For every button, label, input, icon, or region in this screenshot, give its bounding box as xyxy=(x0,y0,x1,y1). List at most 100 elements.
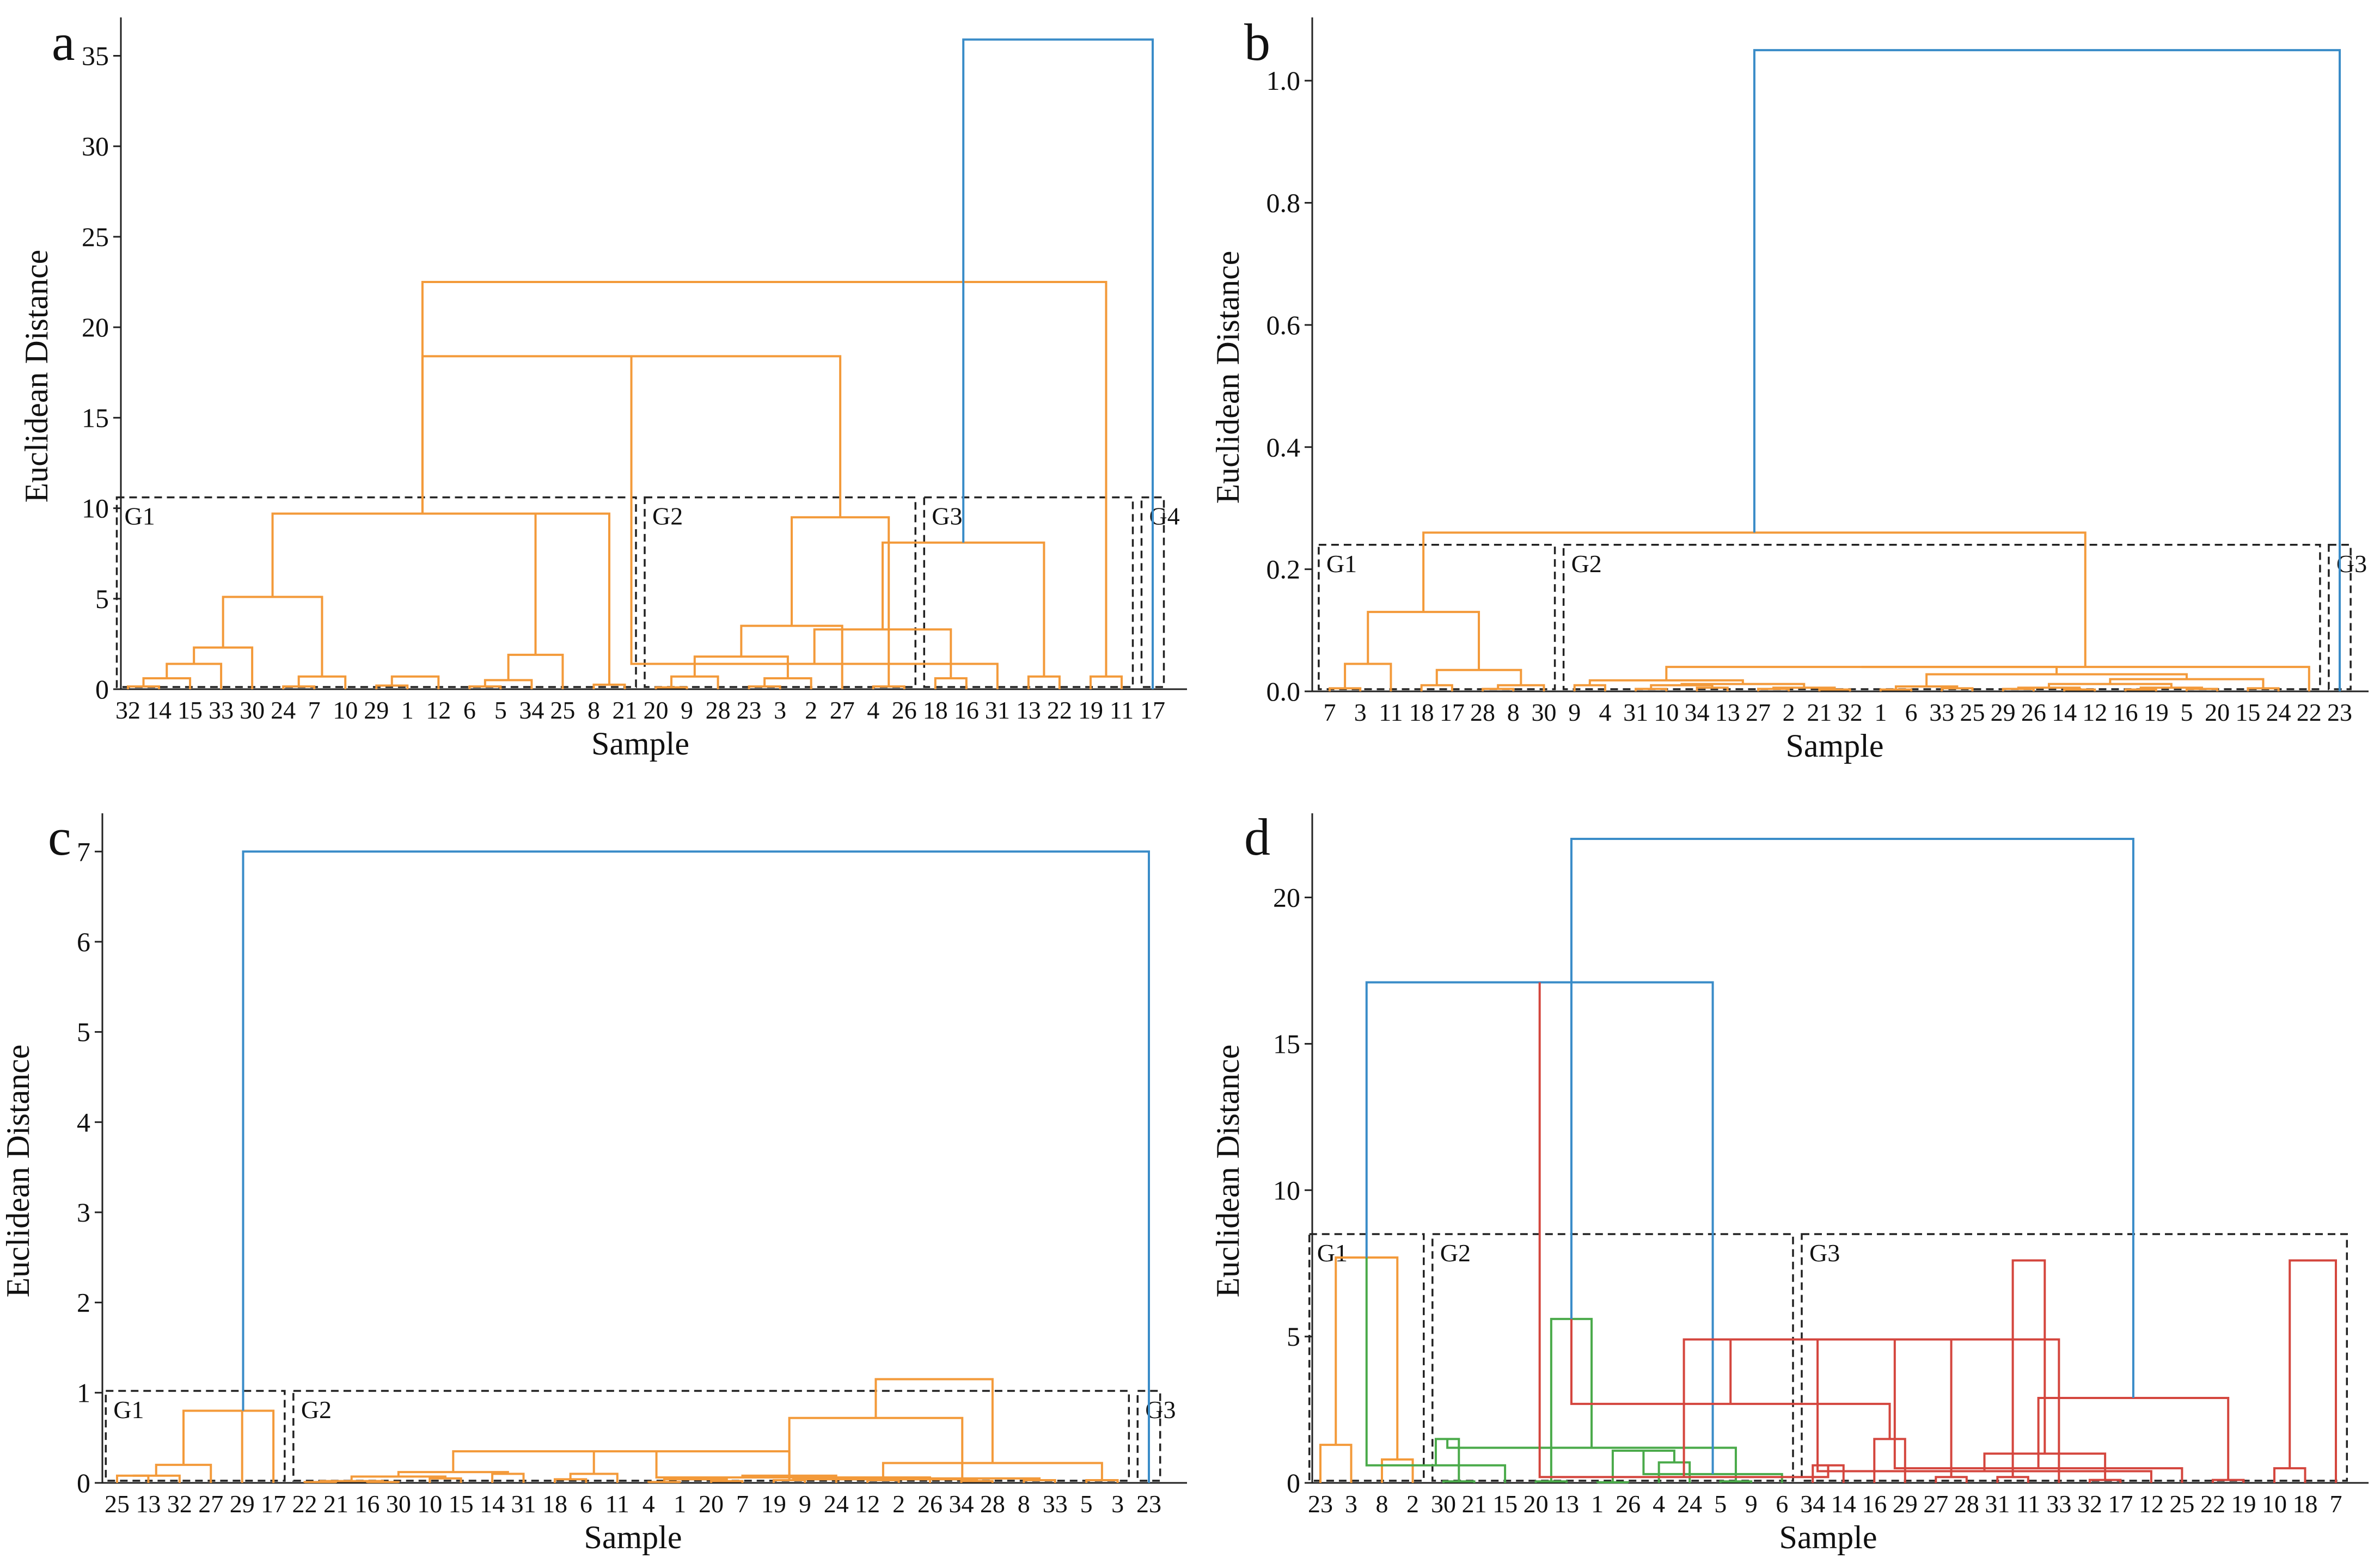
dendrogram-link xyxy=(630,356,999,689)
leaf-label: 5 xyxy=(2180,698,2193,726)
leaf-label: 23 xyxy=(737,696,762,724)
y-tick-label: 5 xyxy=(1287,1321,1300,1352)
dendrogram-link xyxy=(1023,1479,1056,1483)
leaf-label: 17 xyxy=(1440,698,1465,726)
leaf-label: 8 xyxy=(588,696,600,724)
dendrogram-link xyxy=(670,675,719,689)
dendrogram-link xyxy=(1027,675,1061,689)
x-axis-title: Sample xyxy=(1786,728,1884,764)
group-label: G2 xyxy=(301,1396,332,1424)
y-tick-label: 20 xyxy=(82,312,109,342)
dendrogram-link xyxy=(1753,49,2341,691)
dendrogram-link xyxy=(116,1474,150,1483)
group-label: G3 xyxy=(1809,1239,1840,1267)
dendrogram-link xyxy=(1319,1444,1353,1483)
dendrogram-link xyxy=(874,1378,994,1463)
y-axis-title: Euclidean Distance xyxy=(1210,1045,1246,1298)
leaf-label: 16 xyxy=(354,1490,380,1518)
leaf-label: 4 xyxy=(643,1490,655,1518)
leaf-label: 13 xyxy=(1554,1490,1579,1518)
y-axis-title: Euclidean Distance xyxy=(1210,251,1246,504)
dendrogram-link xyxy=(1925,673,2188,687)
leaf-label: 23 xyxy=(2327,698,2352,726)
dendrogram-link xyxy=(1570,1318,1891,1439)
leaf-label: 23 xyxy=(1308,1490,1333,1518)
leaf-label: 11 xyxy=(1379,698,1403,726)
dendrogram-link xyxy=(813,628,952,679)
leaf-label: 15 xyxy=(2235,698,2260,726)
leaf-label: 31 xyxy=(985,696,1010,724)
leaf-label: 7 xyxy=(736,1490,749,1518)
dendrogram-link xyxy=(1085,1479,1119,1483)
leaf-label: 5 xyxy=(1080,1490,1093,1518)
leaf-label: 31 xyxy=(1623,698,1648,726)
leaf-label: 2 xyxy=(1406,1490,1419,1518)
leaf-label: 22 xyxy=(1047,696,1072,724)
dendrogram-link xyxy=(1680,683,1806,688)
dendrogram-link xyxy=(1642,1450,1783,1483)
dendrogram-link xyxy=(1983,1452,2107,1480)
leaf-label: 28 xyxy=(980,1490,1005,1518)
leaf-label: 25 xyxy=(105,1490,130,1518)
leaf-label: 6 xyxy=(1905,698,1918,726)
y-tick-label: 2 xyxy=(77,1287,90,1318)
leaf-label: 22 xyxy=(2297,698,2322,726)
leaf-label: 14 xyxy=(2052,698,2077,726)
group-label: G2 xyxy=(652,502,683,530)
dendrogram-link xyxy=(647,1481,681,1483)
leaf-label: 6 xyxy=(463,696,476,724)
leaf-label: 20 xyxy=(699,1490,724,1518)
leaf-label: 32 xyxy=(115,696,140,724)
leaf-label: 34 xyxy=(519,696,544,724)
leaf-label: 4 xyxy=(1653,1490,1665,1518)
leaf-label: 13 xyxy=(136,1490,161,1518)
dendrogram-link xyxy=(592,683,626,689)
group-box xyxy=(1431,1233,1794,1482)
dendrogram-link xyxy=(884,1477,1041,1481)
leaf-label: 2 xyxy=(1783,698,1795,726)
dendrogram-link xyxy=(1596,1481,1630,1483)
leaf-label: 21 xyxy=(1807,698,1832,726)
leaf-label: 9 xyxy=(799,1490,811,1518)
leaf-label: 33 xyxy=(1043,1490,1068,1518)
leaf-label: 26 xyxy=(1616,1490,1641,1518)
group-box xyxy=(1136,1390,1161,1482)
y-tick-label: 3 xyxy=(77,1197,90,1228)
dendrogram-link xyxy=(1665,666,2058,680)
leaf-label: 13 xyxy=(1715,698,1740,726)
panel-letter: a xyxy=(52,13,75,71)
group-label: G1 xyxy=(113,1396,144,1424)
y-tick-label: 30 xyxy=(82,131,109,162)
leaf-label: 15 xyxy=(1492,1490,1518,1518)
leaf-label: 28 xyxy=(1954,1490,1979,1518)
y-tick-label: 25 xyxy=(82,222,109,252)
dendrogram-link xyxy=(2047,683,2173,688)
y-tick-label: 35 xyxy=(82,40,109,71)
leaf-label: 15 xyxy=(449,1490,474,1518)
leaf-label: 29 xyxy=(1893,1490,1918,1518)
dendrogram-link xyxy=(1588,679,1744,685)
leaf-label: 11 xyxy=(1110,696,1134,724)
dendrogram-link xyxy=(1861,666,2310,691)
dendrogram-link xyxy=(271,512,573,597)
leaf-label: 22 xyxy=(292,1490,317,1518)
dendrogram-link xyxy=(962,38,1154,689)
leaf-label: 19 xyxy=(761,1490,786,1518)
leaf-label: 34 xyxy=(1685,698,1710,726)
leaf-label: 6 xyxy=(1776,1490,1788,1518)
dendrogram-link xyxy=(1344,663,1392,691)
group-label: G2 xyxy=(1440,1239,1471,1267)
leaf-label: 22 xyxy=(2200,1490,2225,1518)
leaf-label: 21 xyxy=(612,696,637,724)
leaf-label: 23 xyxy=(1136,1490,1161,1518)
dendrogram-link xyxy=(1935,1476,1968,1483)
leaf-label: 10 xyxy=(333,696,358,724)
dendrogram-link xyxy=(421,281,1108,677)
leaf-label: 12 xyxy=(855,1490,880,1518)
y-tick-label: 0.0 xyxy=(1267,676,1301,707)
leaf-label: 7 xyxy=(308,696,321,724)
leaf-label: 32 xyxy=(2077,1490,2102,1518)
leaf-label: 29 xyxy=(230,1490,255,1518)
x-axis-title: Sample xyxy=(584,1519,682,1555)
leaf-label: 24 xyxy=(271,696,296,724)
